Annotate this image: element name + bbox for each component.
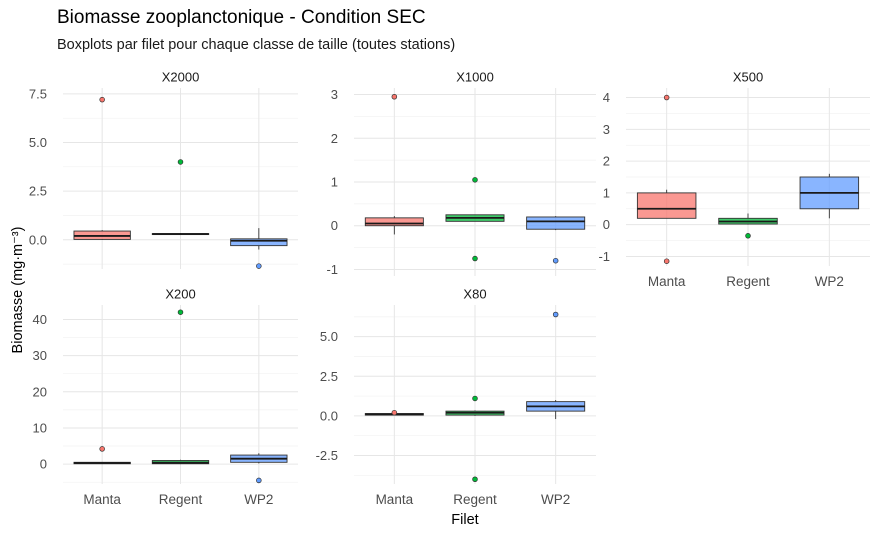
y-tick-label: 4: [603, 90, 610, 105]
outlier-point: [472, 255, 478, 262]
y-tick-label: 2: [331, 131, 338, 146]
box-iqr: [364, 217, 424, 227]
y-tick-label: 0.0: [29, 232, 47, 247]
y-tick-label: 0.0: [320, 408, 338, 423]
x-tick-label: Manta: [376, 492, 414, 507]
y-tick-label: 30: [33, 348, 47, 363]
y-tick-label: 1: [331, 175, 338, 190]
outlier-point: [177, 159, 184, 165]
boxplot-wp2: [526, 311, 586, 420]
boxplot-manta: [636, 94, 697, 264]
y-tick-label: 0: [603, 217, 610, 232]
facet-panel-x80: -2.5 0.0 2.5 5.0 X80 Manta Regent WP2: [316, 287, 596, 507]
chart-title: Biomasse zooplanctonique - Condition SEC: [57, 7, 426, 28]
outlier-point: [663, 94, 670, 101]
y-tick-label: 3: [331, 87, 338, 102]
boxplot-wp2: [230, 453, 288, 484]
boxplot-manta: [73, 446, 131, 465]
facet-strip-label: X500: [733, 70, 763, 85]
y-tick-label: 40: [33, 312, 47, 327]
facet-panel-x2000: 0.0 2.5 5.0 7.5 X2000: [29, 70, 298, 269]
x-tick-label: Regent: [453, 492, 497, 507]
outlier-point: [256, 477, 262, 484]
facet-panel-x1000: -1 0 1 2 3 X1000: [326, 70, 596, 277]
boxplot-regent: [445, 177, 505, 262]
outlier-point: [472, 476, 478, 482]
facet-panel-x200: 0 10 20 30 40 X200 Manta Regent WP2: [33, 287, 298, 507]
y-tick-label: 0: [40, 457, 47, 472]
boxplot-manta: [73, 96, 131, 240]
chart-subtitle: Boxplots par filet pour chaque classe de…: [57, 37, 456, 53]
outlier-point: [391, 409, 398, 416]
outlier-point: [177, 309, 184, 315]
y-tick-label: 2: [603, 154, 610, 169]
outlier-point: [472, 395, 478, 402]
outlier-point: [552, 311, 559, 318]
x-tick-label: WP2: [244, 492, 273, 507]
boxplot-wp2: [526, 216, 586, 264]
boxplot-manta: [364, 93, 424, 235]
boxplot-regent: [718, 213, 778, 239]
outlier-point: [745, 233, 751, 239]
y-tick-label: 1: [603, 185, 610, 200]
x-tick-label: Manta: [83, 492, 121, 507]
y-tick-label: 2.5: [29, 184, 47, 199]
facet-strip-label: X2000: [162, 70, 200, 85]
x-axis-label: Filet: [451, 512, 479, 528]
y-tick-label: -2.5: [316, 448, 338, 463]
x-tick-label: WP2: [541, 492, 570, 507]
box-iqr: [230, 238, 288, 247]
box-iqr: [636, 192, 697, 219]
boxplot-manta: [364, 409, 424, 416]
boxplot-wp2: [799, 173, 860, 219]
y-tick-label: -1: [598, 249, 610, 264]
outlier-point: [663, 258, 670, 264]
outlier-point: [472, 177, 478, 183]
box-iqr: [526, 216, 586, 230]
outlier-point: [99, 96, 105, 103]
y-tick-label: 7.5: [29, 86, 47, 101]
y-tick-label: 0: [331, 218, 338, 233]
boxplot-regent: [445, 395, 505, 482]
x-tick-label: WP2: [815, 274, 844, 289]
outlier-point: [99, 446, 105, 452]
x-tick-label: Regent: [726, 274, 770, 289]
facet-strip-label: X80: [463, 287, 486, 302]
y-tick-label: -1: [326, 262, 338, 277]
y-tick-label: 2.5: [320, 369, 338, 384]
facet-strip-label: X200: [165, 287, 195, 302]
outlier-point: [391, 93, 398, 100]
facet-panel-x500: -1 0 1 2 3 4 X500 Manta Regent WP2: [598, 70, 870, 289]
outlier-point: [552, 257, 559, 264]
y-tick-label: 5.0: [29, 135, 47, 150]
y-tick-label: 5.0: [320, 329, 338, 344]
x-tick-label: Regent: [159, 492, 203, 507]
facet-strip-label: X1000: [456, 70, 494, 85]
boxplot-wp2: [230, 228, 288, 269]
y-tick-label: 10: [33, 420, 47, 435]
boxplot-regent: [151, 309, 210, 465]
outlier-point: [256, 263, 262, 269]
y-tick-label: 3: [603, 122, 610, 137]
boxplot-regent: [151, 159, 210, 236]
x-tick-label: Manta: [648, 274, 686, 289]
y-tick-label: 20: [33, 384, 47, 399]
